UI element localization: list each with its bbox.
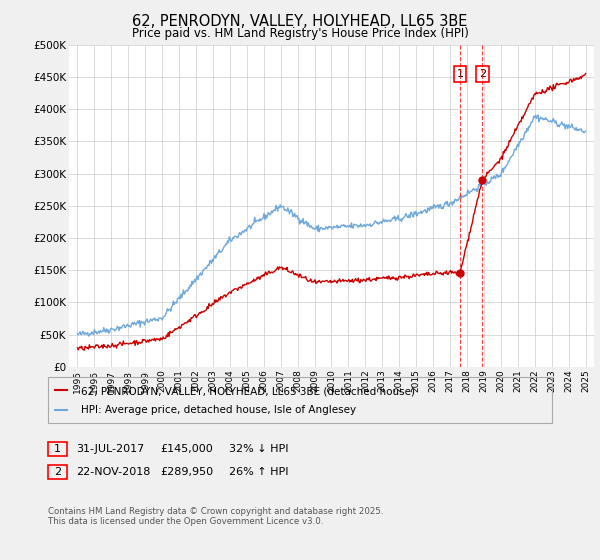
Text: 2: 2 [479,69,486,79]
Text: 2: 2 [54,466,61,477]
Text: 62, PENRODYN, VALLEY, HOLYHEAD, LL65 3BE (detached house): 62, PENRODYN, VALLEY, HOLYHEAD, LL65 3BE… [81,386,415,396]
Text: Contains HM Land Registry data © Crown copyright and database right 2025.
This d: Contains HM Land Registry data © Crown c… [48,507,383,526]
Text: 32% ↓ HPI: 32% ↓ HPI [229,444,289,454]
Text: £289,950: £289,950 [160,466,214,477]
Text: 22-NOV-2018: 22-NOV-2018 [76,466,151,477]
Text: Price paid vs. HM Land Registry's House Price Index (HPI): Price paid vs. HM Land Registry's House … [131,27,469,40]
Text: 62, PENRODYN, VALLEY, HOLYHEAD, LL65 3BE: 62, PENRODYN, VALLEY, HOLYHEAD, LL65 3BE [133,14,467,29]
Text: 1: 1 [54,444,61,454]
Text: 26% ↑ HPI: 26% ↑ HPI [229,466,289,477]
Text: 1: 1 [457,69,463,79]
Text: 31-JUL-2017: 31-JUL-2017 [76,444,145,454]
Text: HPI: Average price, detached house, Isle of Anglesey: HPI: Average price, detached house, Isle… [81,405,356,415]
Text: £145,000: £145,000 [160,444,213,454]
